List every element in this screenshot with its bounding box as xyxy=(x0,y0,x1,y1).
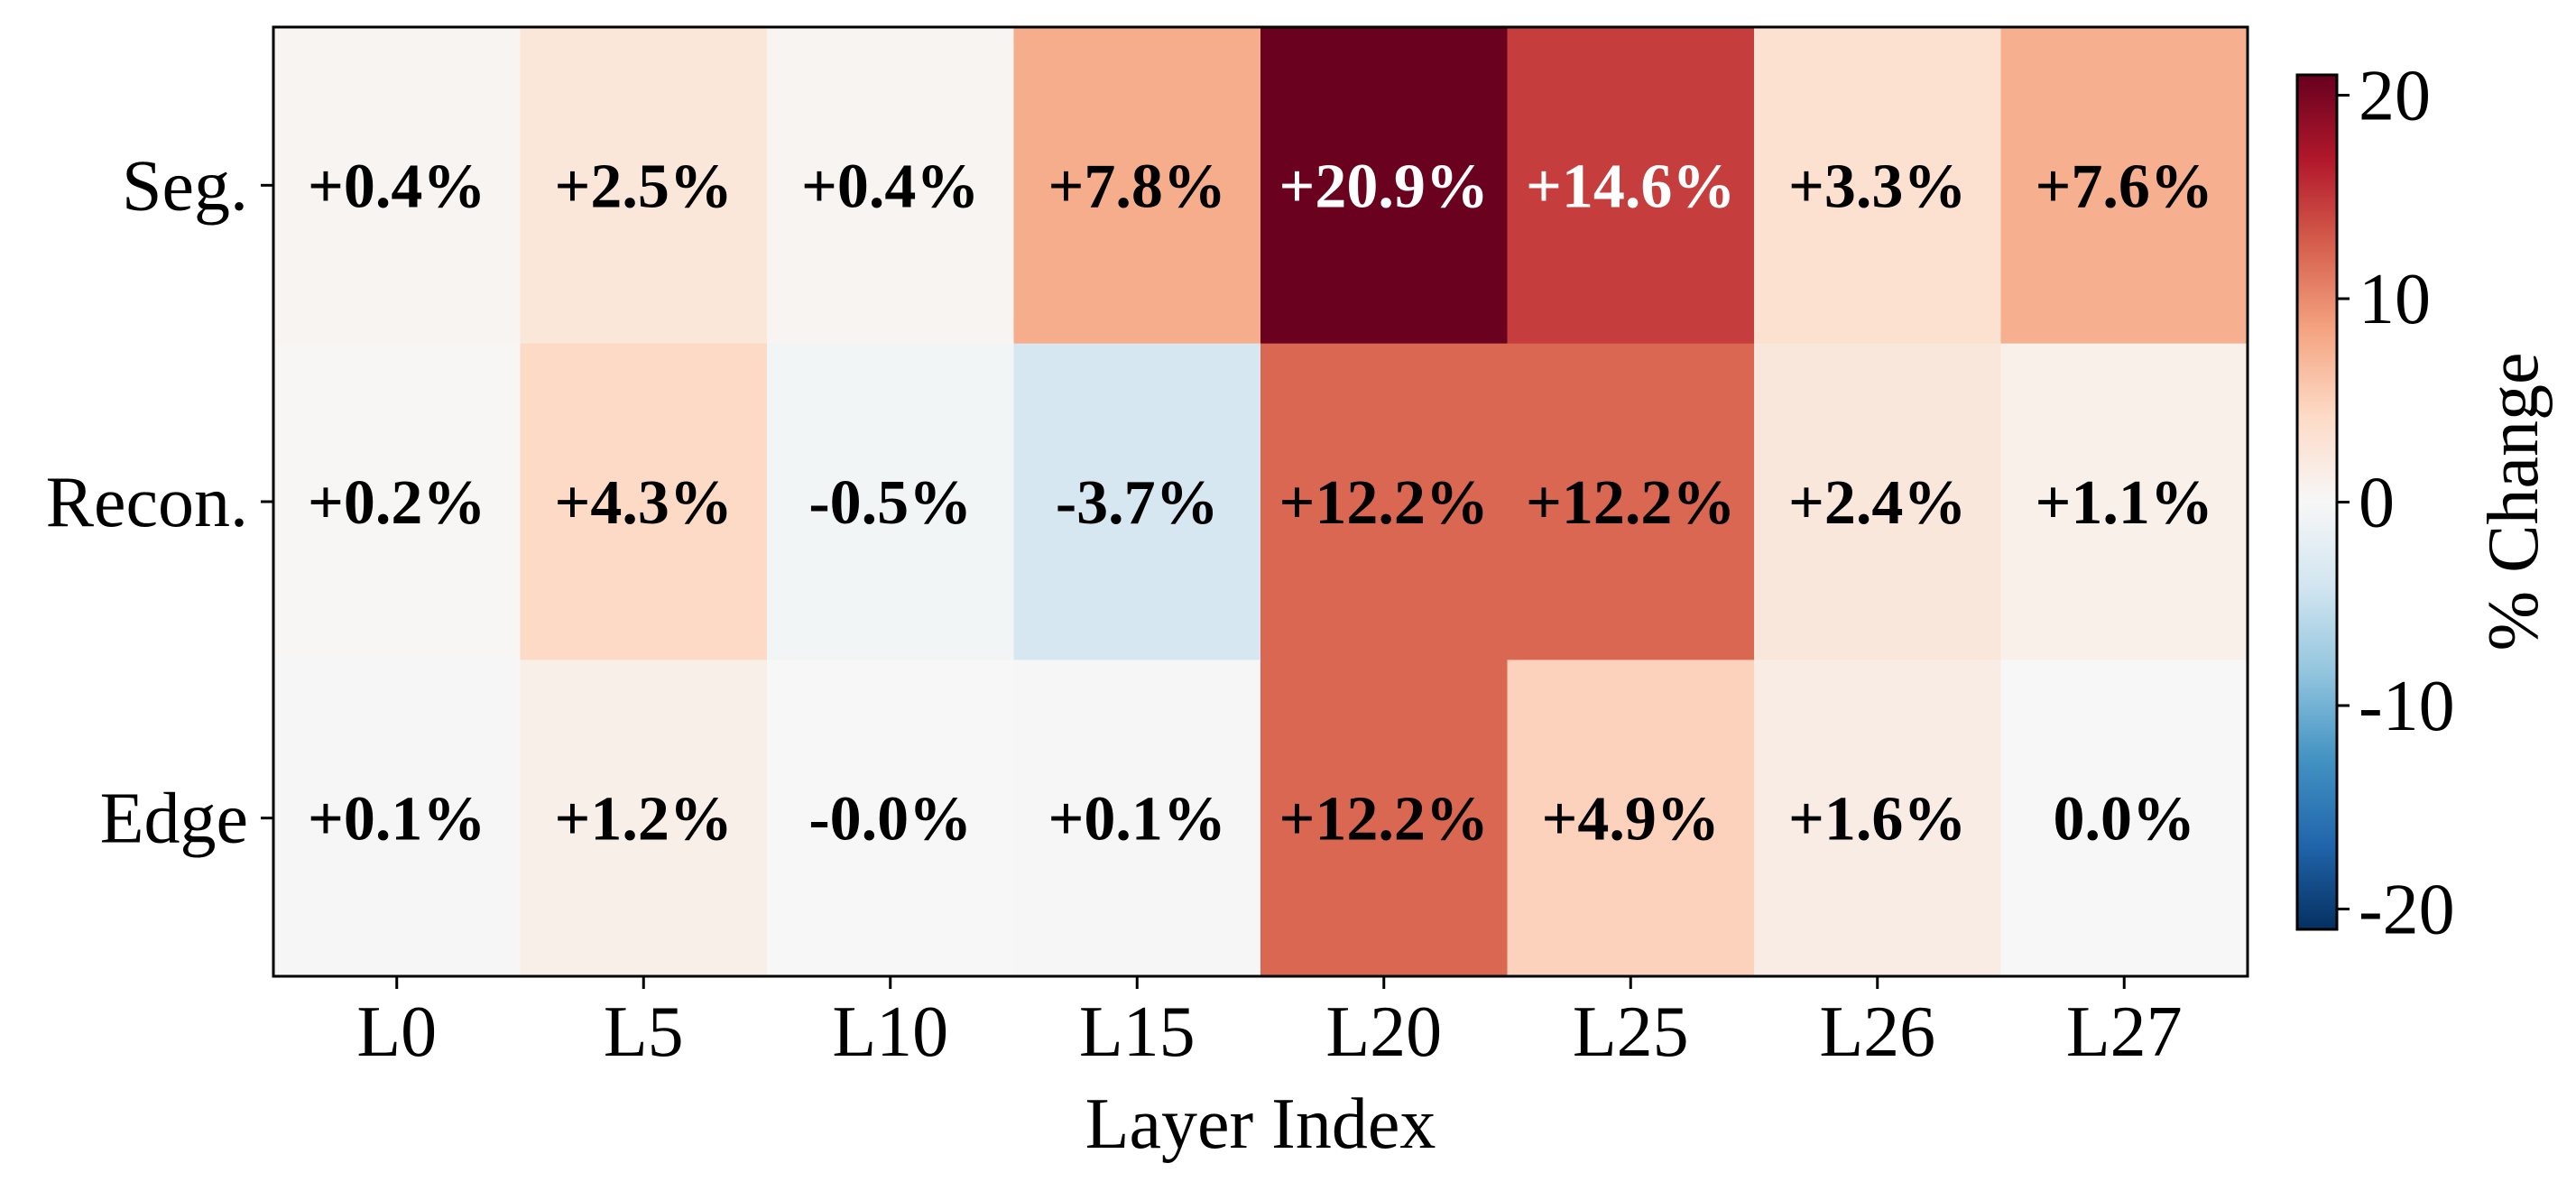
heatmap-cell-label: +2.5% xyxy=(555,152,733,221)
colorbar: 20 10 0 -10 -20 % Change xyxy=(2295,57,2553,949)
heatmap-cell-label: +20.9% xyxy=(1279,152,1489,221)
heatmap-cell xyxy=(1754,27,2001,345)
heatmap-cell-label: +12.2% xyxy=(1526,468,1735,538)
heatmap-cell-label: +7.8% xyxy=(1048,152,1226,221)
heatmap-cell xyxy=(1013,27,1261,345)
heatmap-cell-label: +12.2% xyxy=(1279,785,1489,854)
y-tick-label: Seg. xyxy=(122,146,248,226)
colorbar-tick-label: 20 xyxy=(2359,57,2431,136)
heatmap-cell-label: +4.9% xyxy=(1542,785,1720,854)
heatmap-cell-label: +4.3% xyxy=(555,468,733,538)
x-tick-label: L5 xyxy=(604,992,684,1072)
heatmap-cell xyxy=(1260,27,1508,345)
heatmap-cell xyxy=(2000,27,2248,345)
heatmap-cell xyxy=(1260,343,1508,660)
heatmap-cell xyxy=(1507,27,1755,345)
heatmap-cell-label: +3.3% xyxy=(1788,152,1966,221)
x-tick-label: L27 xyxy=(2066,992,2183,1072)
colorbar-ticks: 20 10 0 -10 -20 xyxy=(2337,57,2455,949)
y-tick-label: Edge xyxy=(100,780,248,859)
heatmap-cell-label: +7.6% xyxy=(2036,152,2213,221)
heatmap-cell-label: +1.2% xyxy=(555,785,733,854)
y-axis: Seg. Recon. Edge xyxy=(46,146,273,859)
heatmap-cell-label: +1.1% xyxy=(2036,468,2213,538)
heatmap-cell-label: +12.2% xyxy=(1279,468,1489,538)
colorbar-tick-label: -10 xyxy=(2359,667,2455,746)
heatmap-cell-label: +0.2% xyxy=(308,468,485,538)
x-tick-label: L15 xyxy=(1079,992,1196,1072)
heatmap-cell xyxy=(767,27,1014,345)
heatmap-cell-label: +0.4% xyxy=(801,152,979,221)
heatmap-cell-label: 0.0% xyxy=(2054,785,2196,854)
x-tick-label: L10 xyxy=(832,992,948,1072)
colorbar-gradient xyxy=(2295,73,2339,931)
heatmap-cell-label: +14.6% xyxy=(1526,152,1735,221)
heatmap-cell-label: +1.6% xyxy=(1788,785,1966,854)
heatmap-cell xyxy=(767,343,1014,660)
heatmap-cell xyxy=(273,660,521,977)
colorbar-tick-label: -20 xyxy=(2359,870,2455,949)
heatmap-cell xyxy=(2000,660,2248,977)
heatmap-cell-label: +2.4% xyxy=(1788,468,1966,538)
heatmap-cell xyxy=(1507,660,1755,977)
x-axis: L0 L5 L10 L15 L20 L25 L26 L27 xyxy=(356,976,2183,1072)
heatmap-cell xyxy=(767,660,1014,977)
heatmap-cell xyxy=(1507,343,1755,660)
x-axis-title: Layer Index xyxy=(1085,1085,1436,1164)
colorbar-tick-label: 10 xyxy=(2359,260,2431,339)
heatmap-cell xyxy=(273,343,521,660)
heatmap-cell xyxy=(1013,343,1261,660)
x-tick-label: L0 xyxy=(356,992,437,1072)
heatmap-cell xyxy=(520,343,768,660)
heatmap-cell-labels: +0.4% +2.5% +0.4% +7.8% +20.9% +14.6% +3.3% +7.… xyxy=(308,152,2213,854)
heatmap-cell-label: +0.4% xyxy=(308,152,485,221)
colorbar-tick-label: 0 xyxy=(2359,464,2395,543)
heatmap-cell xyxy=(1260,660,1508,977)
heatmap-cells xyxy=(273,27,2248,977)
heatmap-cell-label: -0.0% xyxy=(808,785,972,854)
x-tick-label: L26 xyxy=(1819,992,1935,1072)
heatmap-cell-label: +0.1% xyxy=(1048,785,1226,854)
x-tick-label: L25 xyxy=(1573,992,1689,1072)
x-tick-label: L20 xyxy=(1325,992,1442,1072)
heatmap-cell-label: -0.5% xyxy=(808,468,972,538)
heatmap-cell xyxy=(1754,660,2001,977)
colorbar-title: % Change xyxy=(2474,352,2553,651)
heatmap-cell xyxy=(520,27,768,345)
heatmap-cell xyxy=(1754,343,2001,660)
heatmap-cell-label: -3.7% xyxy=(1056,468,1219,538)
heatmap-cell xyxy=(520,660,768,977)
heatmap-cell xyxy=(273,27,521,345)
y-tick-label: Recon. xyxy=(46,463,248,542)
heatmap-cell-label: +0.1% xyxy=(308,785,485,854)
heatmap-cell xyxy=(1013,660,1261,977)
heatmap-cell xyxy=(2000,343,2248,660)
